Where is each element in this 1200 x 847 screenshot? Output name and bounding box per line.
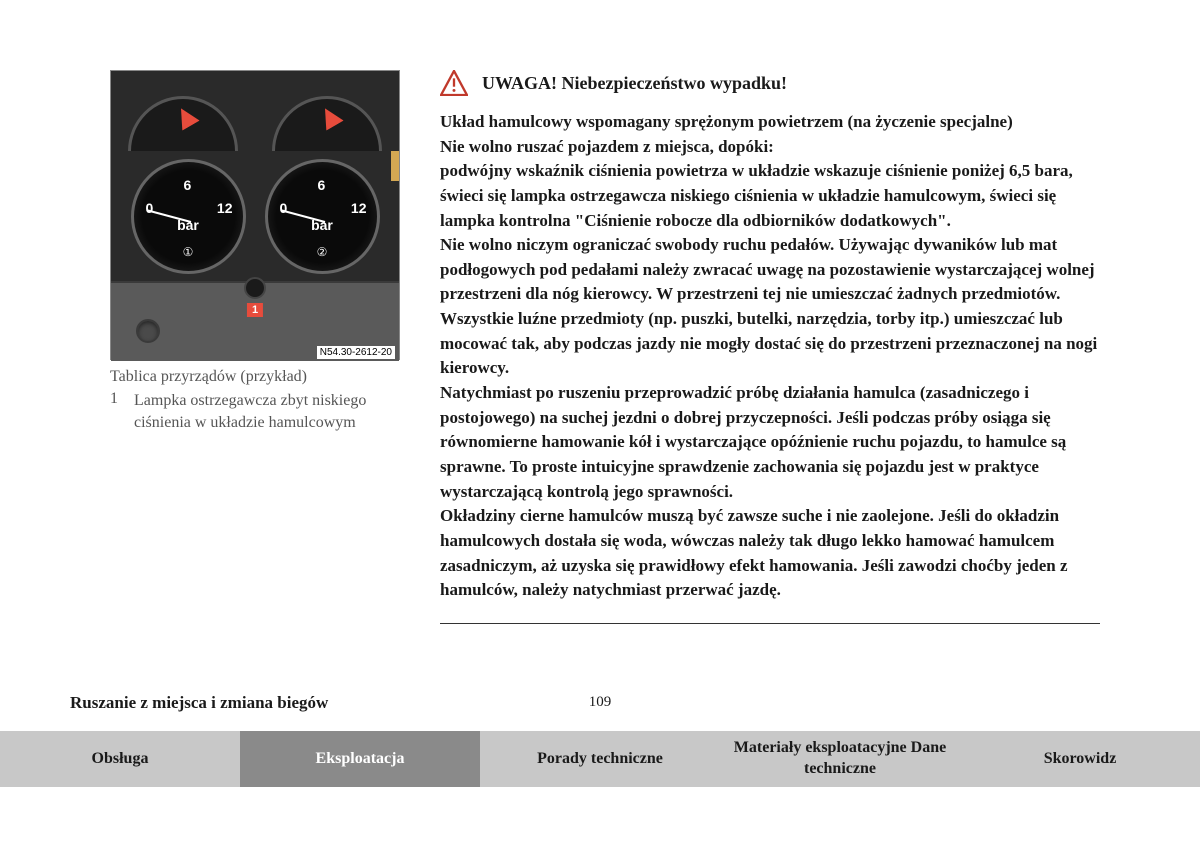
warning-paragraph: podwójny wskaźnik ciśnienia powietrza w … — [440, 159, 1100, 233]
page-number: 109 — [589, 694, 612, 711]
tab-obsluga[interactable]: Obsługa — [0, 731, 240, 787]
bar-unit-label: bar — [268, 217, 377, 233]
pressure-gauge-1: 0 6 12 bar ① — [131, 159, 246, 274]
warning-title: UWAGA! Niebezpieczeństwo wypadku! — [482, 73, 787, 94]
side-indicator — [391, 151, 399, 181]
gauge-scale-12: 12 — [351, 200, 367, 216]
fuel-gauge-partial — [128, 96, 238, 151]
warning-paragraph: Nie wolno niczym ograniczać swobody ruch… — [440, 233, 1100, 381]
warning-paragraph: Nie wolno ruszać pojazdem z miejsca, dop… — [440, 135, 1100, 160]
warning-triangle-icon — [440, 70, 468, 96]
warning-body: Układ hamulcowy wspomagany sprężonym pow… — [440, 110, 1100, 603]
gauge-scale-0: 0 — [146, 200, 154, 216]
image-reference-code: N54.30-2612-20 — [317, 346, 395, 359]
warning-box: UWAGA! Niebezpieczeństwo wypadku! Układ … — [440, 70, 1100, 624]
right-column: UWAGA! Niebezpieczeństwo wypadku! Układ … — [440, 70, 1140, 624]
section-title: Ruszanie z miejsca i zmiana biegów — [0, 693, 328, 713]
gauge-scale-0: 0 — [280, 200, 288, 216]
panel-top-gauges — [111, 71, 399, 151]
warning-paragraph: Układ hamulcowy wspomagany sprężonym pow… — [440, 110, 1100, 135]
gauge-scale-12: 12 — [217, 200, 233, 216]
gauge-2-marker: ② — [268, 245, 377, 259]
callout-marker-1: 1 — [247, 303, 263, 317]
figure-caption-item: 1 Lampka ostrzegawcza zbyt niskiego ciśn… — [110, 390, 400, 435]
bar-unit-label: bar — [134, 217, 243, 233]
caption-text: Lampka ostrzegawcza zbyt niskiego ciśnie… — [134, 390, 400, 435]
page-content: 0 6 12 bar ① 0 6 12 bar ② — [0, 0, 1200, 624]
caption-number: 1 — [110, 390, 118, 435]
warning-header: UWAGA! Niebezpieczeństwo wypadku! — [440, 70, 1100, 96]
tab-porady[interactable]: Porady techniczne — [480, 731, 720, 787]
warning-light-indicator — [244, 277, 266, 299]
left-column: 0 6 12 bar ① 0 6 12 bar ② — [110, 70, 400, 624]
panel-bolt — [136, 319, 160, 343]
gauge-1-marker: ① — [134, 245, 243, 259]
nav-tabs: Obsługa Eksploatacja Porady techniczne M… — [0, 731, 1200, 787]
warning-paragraph: Natychmiast po ruszeniu przeprowadzić pr… — [440, 381, 1100, 504]
gauge-scale-6: 6 — [184, 177, 192, 193]
tab-skorowidz[interactable]: Skorowidz — [960, 731, 1200, 787]
pressure-gauge-2: 0 6 12 bar ② — [265, 159, 380, 274]
tab-materialy[interactable]: Materiały eksploatacyjne Dane techniczne — [720, 731, 960, 787]
temp-gauge-partial — [272, 96, 382, 151]
figure-caption-title: Tablica przyrządów (przykład) — [110, 368, 400, 386]
pressure-gauges-row: 0 6 12 bar ① 0 6 12 bar ② — [111, 151, 399, 281]
page-footer: Ruszanie z miejsca i zmiana biegów 109 O… — [0, 693, 1200, 787]
tab-eksploatacja[interactable]: Eksploatacja — [240, 731, 480, 787]
instrument-panel-image: 0 6 12 bar ① 0 6 12 bar ② — [110, 70, 400, 360]
gauge-scale-6: 6 — [318, 177, 326, 193]
panel-bottom: 1 N54.30-2612-20 — [111, 281, 399, 361]
warning-paragraph: Okładziny cierne hamulców muszą być zaws… — [440, 504, 1100, 603]
